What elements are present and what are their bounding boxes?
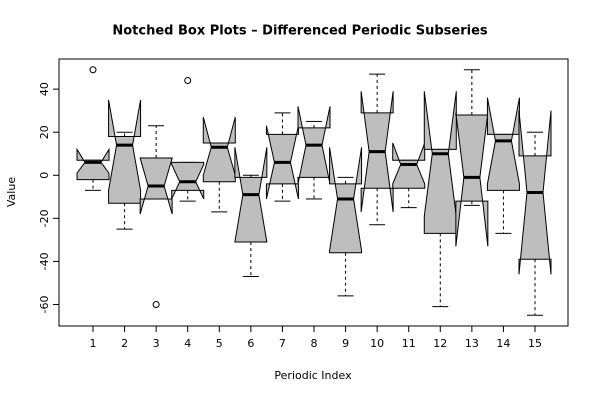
box (486, 97, 520, 191)
y-tick-label: -60 (38, 295, 51, 313)
x-tick-label: 13 (465, 337, 479, 350)
box (108, 99, 142, 204)
x-tick-label: 7 (279, 337, 286, 350)
box (423, 91, 457, 234)
box (76, 147, 110, 181)
x-tick-label: 6 (247, 337, 254, 350)
x-tick-label: 10 (370, 337, 384, 350)
y-tick-label: -20 (38, 209, 51, 227)
x-tick-label: 14 (496, 337, 510, 350)
x-tick-label: 12 (433, 337, 447, 350)
x-tick-label: 2 (121, 337, 128, 350)
x-tick-label: 3 (153, 337, 160, 350)
x-tick-label: 4 (184, 337, 191, 350)
box (455, 112, 489, 247)
x-tick-label: 9 (342, 337, 349, 350)
y-tick-label: 20 (38, 125, 51, 139)
box (202, 117, 236, 183)
x-tick-label: 15 (528, 337, 542, 350)
x-tick-label: 8 (311, 337, 318, 350)
outlier (89, 66, 97, 74)
y-axis-label: Value (5, 177, 18, 207)
x-tick-label: 1 (90, 337, 97, 350)
y-tick-label: 40 (38, 82, 51, 96)
y-tick-label: -40 (38, 252, 51, 270)
x-tick-label: 11 (402, 337, 416, 350)
y-tick-label: 0 (38, 172, 51, 179)
x-tick-label: 5 (216, 337, 223, 350)
chart-title: Notched Box Plots – Differenced Periodic… (112, 24, 488, 39)
outlier (184, 77, 192, 85)
x-axis-label: Periodic Index (274, 369, 352, 382)
outlier (152, 300, 160, 308)
